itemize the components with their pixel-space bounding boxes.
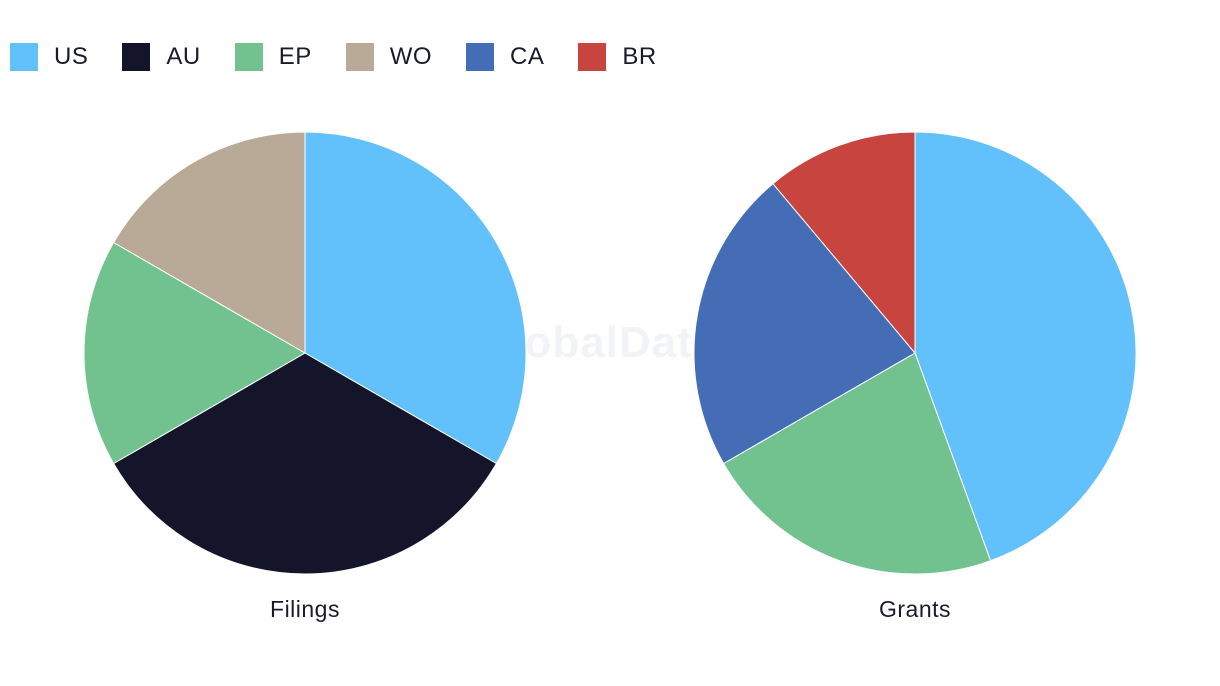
pie-slice-us <box>304 131 527 465</box>
pie-slice-wo <box>112 131 306 354</box>
legend-item-ep: EP <box>234 43 312 71</box>
legend-swatch <box>466 43 495 71</box>
legend-swatch <box>578 43 607 71</box>
pie-slice-ep <box>722 352 992 575</box>
legend-item-br: BR <box>578 43 656 71</box>
legend-item-wo: WO <box>345 43 433 71</box>
legend-item-ca: CA <box>466 43 544 71</box>
pie-title: Filings <box>270 596 340 622</box>
pie-chart-filings: Filings <box>83 131 527 622</box>
legend-label: CA <box>510 43 545 70</box>
pie-slice-us <box>914 131 1137 562</box>
legend-swatch <box>234 43 263 71</box>
legend-label: EP <box>278 43 312 70</box>
pie-slice-br <box>772 131 916 355</box>
pie-slice-ep <box>83 241 307 465</box>
pie-title: Grants <box>879 596 951 622</box>
chart-legend: US AU EP WO CA BR <box>10 40 691 74</box>
legend-label: US <box>54 43 89 70</box>
legend-label: BR <box>622 43 657 70</box>
pie-slice-ca <box>693 182 916 465</box>
legend-item-au: AU <box>122 43 200 71</box>
legend-swatch <box>345 43 374 71</box>
pie-chart-grants: Grants <box>693 131 1137 622</box>
legend-item-us: US <box>10 43 88 71</box>
legend-label: WO <box>389 43 433 70</box>
legend-swatch <box>10 43 38 71</box>
legend-swatch <box>122 43 151 71</box>
legend-label: AU <box>166 43 201 70</box>
